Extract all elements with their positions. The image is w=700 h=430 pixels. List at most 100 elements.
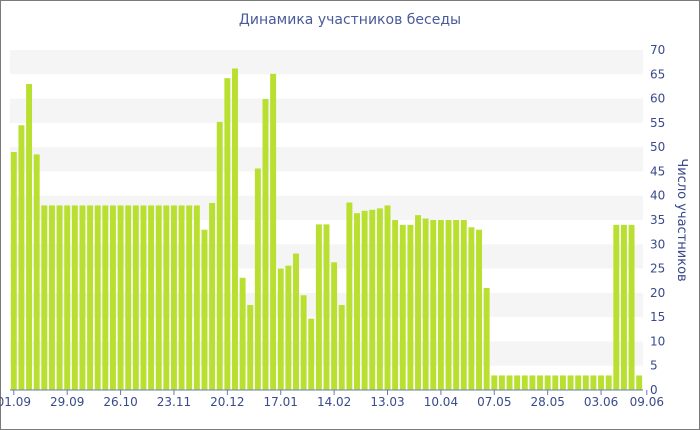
bar [18, 125, 25, 390]
bar [178, 205, 185, 390]
bar [262, 99, 269, 390]
bar [628, 224, 635, 390]
y-tick-label: 55 [650, 116, 665, 130]
bar [186, 205, 193, 390]
bar [323, 224, 330, 390]
bar [369, 209, 376, 390]
x-tick-label: 17.01 [264, 395, 298, 409]
bar [71, 205, 78, 390]
y-tick-label: 0 [650, 383, 658, 397]
bar [521, 375, 528, 390]
y-tick-label: 5 [650, 359, 658, 373]
bar [491, 375, 498, 390]
bar [87, 205, 94, 390]
bar [483, 288, 490, 390]
x-tick-label: 23.11 [157, 395, 191, 409]
bar [48, 205, 55, 390]
y-tick-label: 30 [650, 237, 665, 251]
bar [415, 215, 421, 390]
bar [109, 205, 116, 390]
bar [10, 152, 17, 390]
bar [552, 375, 559, 390]
grid-band [10, 50, 643, 75]
bar [354, 213, 360, 390]
y-tick-label: 15 [650, 310, 665, 324]
x-tick-label: 29.09 [50, 395, 84, 409]
bar [498, 375, 505, 390]
bar [361, 210, 368, 390]
bar [636, 375, 643, 390]
bar [148, 205, 155, 390]
x-tick-label: 28.05 [530, 395, 564, 409]
bar [529, 375, 536, 390]
y-tick-label: 25 [650, 262, 665, 276]
bar [277, 268, 284, 390]
x-axis-ticks: 01.09 29.09 26.10 23.11 20.12 17.01 14.02 13.03… [0, 390, 664, 409]
bar [567, 375, 574, 390]
bar [445, 220, 452, 390]
y-tick-label: 40 [650, 189, 665, 203]
bar [285, 265, 292, 390]
x-tick-label: 09.06 [630, 395, 664, 409]
y-tick-label: 60 [650, 92, 665, 106]
bar [193, 205, 200, 390]
bar [590, 375, 597, 390]
y-tick-label: 65 [650, 67, 665, 81]
bar [514, 375, 521, 390]
y-tick-label: 10 [650, 334, 665, 348]
bar [41, 205, 48, 390]
bar [544, 375, 551, 390]
bar [384, 205, 391, 390]
y-tick-label: 50 [650, 140, 665, 154]
y-tick-label: 20 [650, 286, 665, 300]
bar [453, 220, 460, 390]
bar [437, 220, 444, 390]
bar [216, 121, 223, 390]
bar [407, 224, 414, 390]
bar [209, 203, 216, 390]
bar [338, 305, 345, 390]
bar [430, 220, 437, 390]
bar [270, 73, 277, 391]
bar [232, 68, 238, 391]
bar [140, 205, 147, 390]
bar [620, 224, 627, 390]
bar [392, 220, 399, 390]
bar [163, 205, 170, 390]
x-tick-label: 26.10 [103, 395, 137, 409]
x-tick-label: 20.12 [210, 395, 244, 409]
bar [308, 318, 315, 390]
bar [476, 229, 483, 390]
bar [605, 375, 612, 390]
bar [293, 253, 299, 390]
x-tick-label: 10.04 [424, 395, 458, 409]
chart-title: Динамика участников беседы [238, 12, 462, 28]
bar [33, 154, 40, 390]
bar [506, 375, 513, 390]
y-tick-label: 70 [650, 43, 665, 57]
bar [422, 218, 429, 390]
bar [376, 208, 383, 390]
y-axis-label: Число участников [674, 158, 689, 281]
grid-band [10, 147, 643, 172]
bar [26, 84, 33, 390]
y-tick-label: 45 [650, 164, 665, 178]
x-tick-label: 07.05 [477, 395, 511, 409]
bar [399, 224, 406, 390]
bar [582, 375, 589, 390]
bar [64, 205, 71, 390]
x-tick-label: 13.03 [370, 395, 404, 409]
bar [171, 205, 177, 390]
bar [125, 205, 132, 390]
bar [468, 227, 475, 390]
bar [239, 277, 246, 390]
bar [598, 375, 605, 390]
bar [102, 205, 109, 390]
bar [79, 205, 86, 390]
x-tick-label: 14.02 [317, 395, 351, 409]
bar [575, 375, 582, 390]
bar [56, 205, 63, 390]
bar [155, 205, 162, 390]
y-tick-label: 35 [650, 213, 665, 227]
bars [10, 68, 643, 391]
